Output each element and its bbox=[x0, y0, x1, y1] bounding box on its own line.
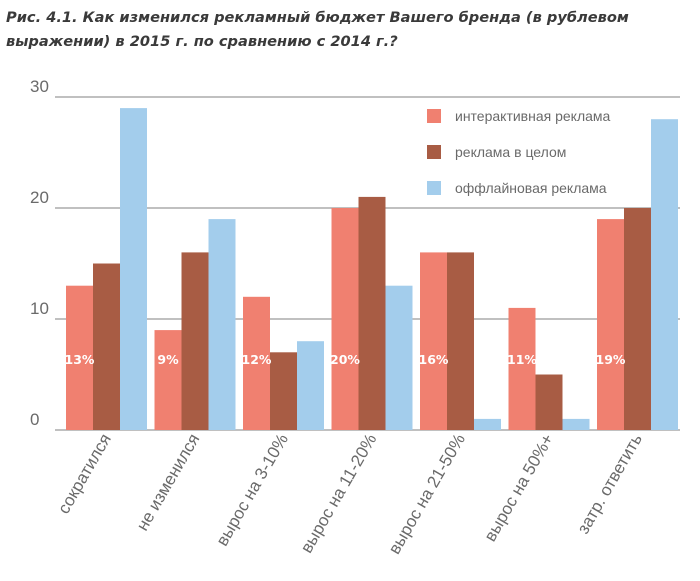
bar bbox=[535, 374, 563, 430]
y-tick-label: 20 bbox=[30, 188, 49, 207]
bar bbox=[208, 219, 236, 430]
bar bbox=[297, 341, 324, 430]
data-label: 19% bbox=[596, 352, 626, 367]
x-category-label: сократился bbox=[54, 431, 115, 518]
data-label: 13% bbox=[65, 352, 95, 367]
data-label: 11% bbox=[507, 352, 537, 367]
legend-label: интерактивная реклама bbox=[455, 108, 611, 124]
data-label: 16% bbox=[419, 352, 449, 367]
x-category-label: вырос на 50%+ bbox=[481, 430, 558, 544]
bar bbox=[651, 119, 678, 430]
x-category-label: затр. ответить bbox=[573, 430, 646, 537]
bar bbox=[154, 330, 182, 430]
x-category-label: вырос на 21-50% bbox=[385, 431, 469, 558]
bar bbox=[597, 219, 624, 430]
data-label: 20% bbox=[330, 352, 360, 367]
bar bbox=[562, 418, 590, 430]
bar bbox=[474, 418, 501, 430]
data-label: 9% bbox=[157, 352, 179, 367]
legend-label: реклама в целом bbox=[455, 144, 566, 160]
bars bbox=[66, 108, 678, 430]
x-axis-categories: сократился не изменился вырос на 3-10% выро… bbox=[54, 430, 646, 557]
data-labels: 13% 9% 12% 20% 16% 11% 19% bbox=[65, 352, 626, 367]
bar bbox=[120, 108, 147, 430]
data-label: 12% bbox=[242, 352, 272, 367]
bar bbox=[66, 285, 93, 430]
y-axis-ticks: 0 10 20 30 bbox=[30, 77, 49, 429]
bar bbox=[385, 285, 413, 430]
bar bbox=[358, 196, 386, 430]
x-category-label: вырос на 3-10% bbox=[212, 431, 292, 550]
legend-swatch bbox=[427, 181, 441, 195]
bar bbox=[420, 252, 447, 430]
bar bbox=[331, 208, 359, 430]
bar bbox=[624, 208, 651, 430]
legend-swatch bbox=[427, 145, 441, 159]
bar bbox=[93, 263, 120, 430]
y-tick-label: 30 bbox=[30, 77, 49, 96]
x-category-label: не изменился bbox=[133, 431, 204, 534]
legend-label: оффлайновая реклама bbox=[455, 180, 607, 196]
bar bbox=[243, 296, 270, 430]
bar bbox=[270, 352, 297, 430]
y-tick-label: 10 bbox=[30, 299, 49, 318]
legend: интерактивная реклама реклама в целом оффл… bbox=[427, 108, 611, 196]
bar bbox=[181, 252, 209, 430]
x-category-label: вырос на 11-20% bbox=[297, 431, 381, 557]
bar bbox=[447, 252, 474, 430]
legend-swatch bbox=[427, 109, 441, 123]
y-tick-label: 0 bbox=[30, 410, 39, 429]
bar bbox=[508, 307, 536, 430]
chart-title: Рис. 4.1. Как изменился рекламный бюджет… bbox=[6, 9, 629, 50]
